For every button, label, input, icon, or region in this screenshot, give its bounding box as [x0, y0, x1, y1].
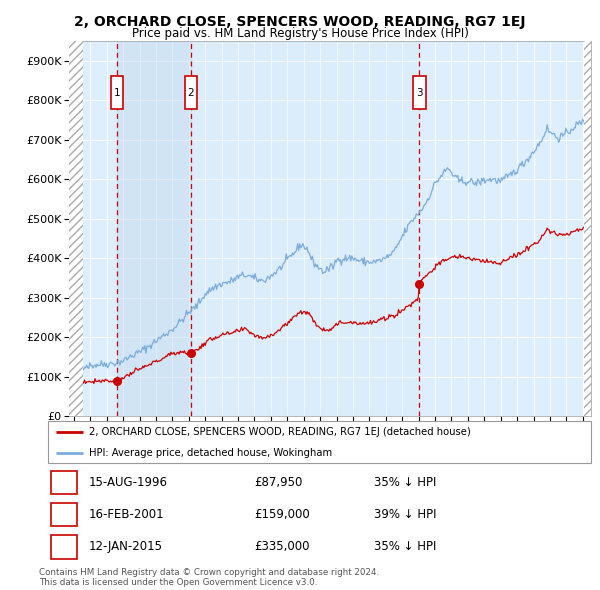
Text: HPI: Average price, detached house, Wokingham: HPI: Average price, detached house, Woki…: [89, 448, 332, 458]
Text: £159,000: £159,000: [254, 508, 310, 522]
Bar: [69, 41, 83, 416]
Text: 1: 1: [113, 87, 120, 97]
Text: 2, ORCHARD CLOSE, SPENCERS WOOD, READING, RG7 1EJ: 2, ORCHARD CLOSE, SPENCERS WOOD, READING…: [74, 15, 526, 29]
Text: £335,000: £335,000: [254, 540, 310, 553]
FancyBboxPatch shape: [51, 471, 77, 494]
Text: 15-AUG-1996: 15-AUG-1996: [89, 476, 168, 489]
Text: 39% ↓ HPI: 39% ↓ HPI: [374, 508, 436, 522]
Bar: [191, 41, 419, 416]
Text: 35% ↓ HPI: 35% ↓ HPI: [374, 540, 436, 553]
FancyBboxPatch shape: [110, 76, 123, 109]
Text: Contains HM Land Registry data © Crown copyright and database right 2024.
This d: Contains HM Land Registry data © Crown c…: [39, 568, 379, 587]
Text: 35% ↓ HPI: 35% ↓ HPI: [374, 476, 436, 489]
FancyBboxPatch shape: [51, 503, 77, 526]
Text: 3: 3: [416, 87, 422, 97]
Text: 3: 3: [60, 540, 67, 553]
Text: 2, ORCHARD CLOSE, SPENCERS WOOD, READING, RG7 1EJ (detached house): 2, ORCHARD CLOSE, SPENCERS WOOD, READING…: [89, 427, 470, 437]
Text: Price paid vs. HM Land Registry's House Price Index (HPI): Price paid vs. HM Land Registry's House …: [131, 27, 469, 40]
Text: 1: 1: [60, 476, 67, 489]
FancyBboxPatch shape: [413, 76, 425, 109]
Text: 2: 2: [187, 87, 194, 97]
FancyBboxPatch shape: [51, 535, 77, 559]
Bar: [117, 41, 191, 416]
FancyBboxPatch shape: [185, 76, 197, 109]
FancyBboxPatch shape: [48, 421, 591, 463]
Text: 12-JAN-2015: 12-JAN-2015: [89, 540, 163, 553]
Text: £87,950: £87,950: [254, 476, 303, 489]
Text: 16-FEB-2001: 16-FEB-2001: [89, 508, 164, 522]
Text: 2: 2: [60, 508, 67, 522]
Bar: [584, 41, 591, 416]
